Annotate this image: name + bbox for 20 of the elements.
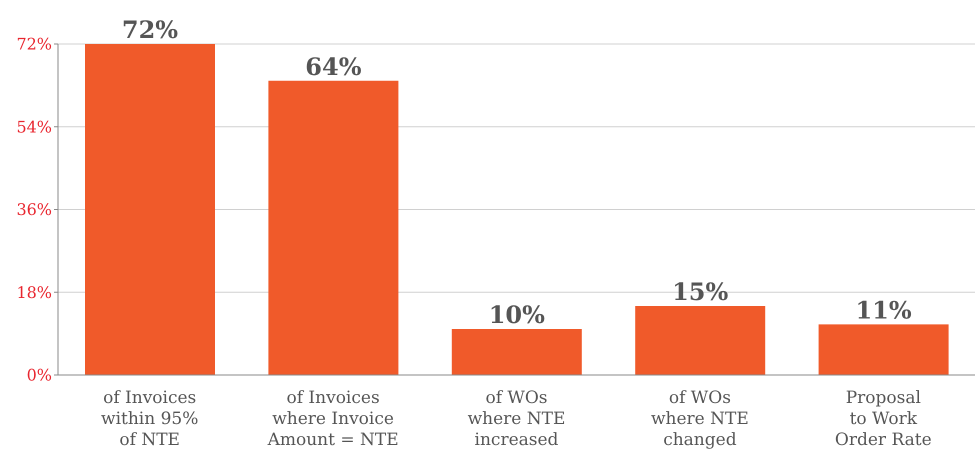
data-label: 10% (488, 300, 546, 330)
x-tick-label: Proposal to Work Order Rate (834, 388, 932, 450)
data-label: 72% (122, 15, 178, 44)
bar (85, 44, 215, 375)
y-tick-label: 54% (16, 117, 52, 136)
bar (268, 80, 398, 375)
y-tick-label: 72% (16, 34, 52, 54)
data-label: 15% (672, 277, 728, 306)
data-label: 11% (856, 295, 912, 324)
bar (818, 324, 949, 375)
x-tick-label: of WOs where NTE changed (651, 388, 749, 450)
y-tick-label: 0% (26, 366, 52, 385)
y-tick-label: 36% (16, 200, 52, 220)
data-label: 64% (305, 52, 362, 81)
bar (452, 329, 582, 375)
bar (635, 306, 766, 375)
x-tick-label: of Invoices within 95% of NTE (101, 388, 198, 450)
x-tick-label: of WOs where NTE increased (468, 388, 566, 450)
x-tick-label: of Invoices where Invoice Amount = NTE (266, 388, 399, 450)
y-tick-label: 18% (16, 282, 52, 302)
